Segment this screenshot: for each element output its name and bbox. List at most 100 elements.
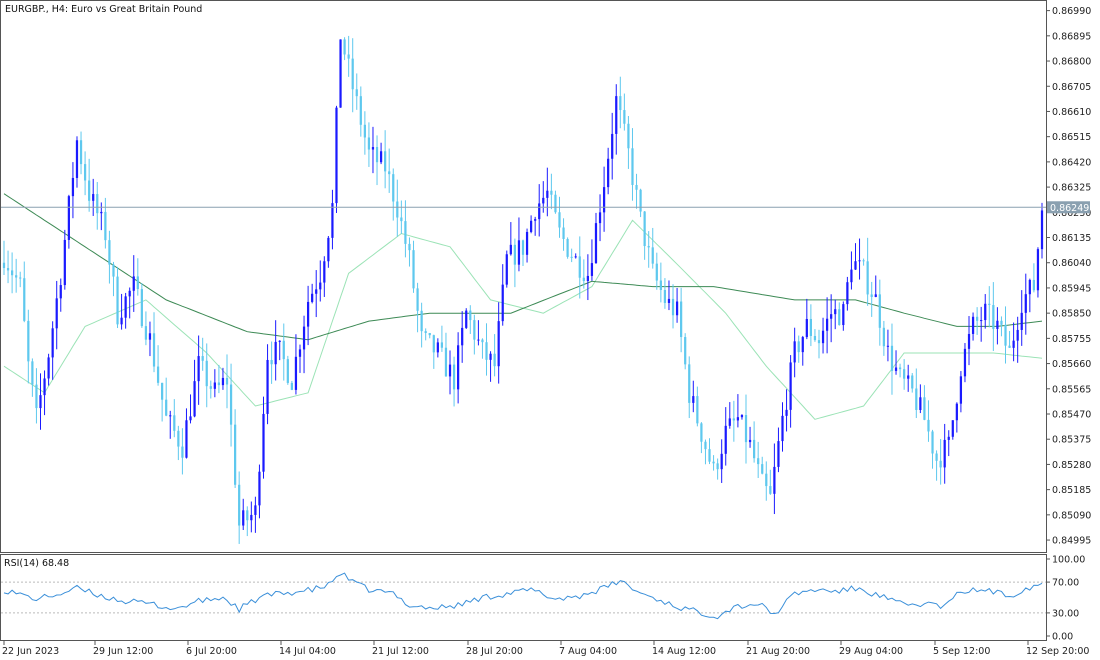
candle-body	[1004, 324, 1007, 346]
candle-body	[367, 137, 371, 150]
candle-body	[781, 415, 784, 442]
candle-body	[675, 301, 679, 316]
candle-body	[935, 453, 938, 461]
candle-body	[838, 309, 841, 326]
candle-body	[347, 54, 350, 59]
candle-body	[992, 305, 995, 329]
price-axis-label: 0.86895	[1052, 31, 1091, 42]
candle-body	[327, 237, 330, 262]
price-axis-label: 0.85565	[1052, 384, 1091, 395]
candle-body	[744, 415, 748, 443]
candle-body	[546, 190, 549, 198]
candle-body	[177, 430, 180, 447]
candle-body	[866, 261, 869, 295]
candle-body	[967, 333, 971, 349]
candle-body	[10, 270, 14, 276]
candle-body	[631, 148, 634, 185]
candle-body	[521, 240, 525, 255]
rsi-axis: 100.00 70.00 30.00 0.00	[1046, 555, 1085, 643]
candle-body	[83, 164, 87, 181]
price-axis-label: 0.85755	[1052, 334, 1091, 345]
candle-body	[736, 417, 740, 421]
candle-body	[598, 212, 602, 224]
candle-body	[817, 340, 821, 344]
price-panel[interactable]: EURGBP., H4: Euro vs Great Britain Pound	[0, 0, 1047, 553]
candle-body	[47, 357, 50, 379]
candle-body	[708, 449, 711, 462]
candle-body	[716, 463, 719, 470]
price-axis-label: 0.85945	[1052, 283, 1091, 294]
moving-averages	[3, 193, 1043, 420]
candle-body	[513, 244, 517, 265]
time-axis-label: 6 Jul 20:00	[186, 646, 237, 657]
candle-body	[931, 431, 934, 454]
candle-body	[92, 194, 95, 201]
candle-body	[197, 356, 200, 382]
candle-body	[858, 260, 861, 262]
candle-body	[903, 369, 906, 379]
candle-body	[915, 388, 918, 410]
chart-title: EURGBP., H4: Euro vs Great Britain Pound	[5, 4, 202, 15]
candle-body	[1020, 312, 1023, 330]
candle-body	[809, 318, 812, 336]
candle-body	[655, 263, 658, 281]
candle-body	[728, 418, 731, 426]
candle-body	[343, 39, 346, 55]
candle-body	[359, 96, 362, 125]
candle-body	[457, 345, 460, 390]
candle-body	[156, 366, 160, 383]
candle-body	[789, 362, 792, 410]
candle-body	[298, 349, 302, 357]
candle-body	[639, 189, 642, 212]
candle-body	[602, 187, 606, 213]
candle-body	[663, 290, 667, 303]
rsi-axis-label: 100.00	[1052, 555, 1085, 566]
candle-body	[152, 333, 156, 367]
rsi-panel[interactable]: RSI(14) 68.48	[0, 554, 1047, 641]
candle-body	[59, 285, 62, 299]
candle-body	[169, 415, 172, 417]
time-axis-label: 21 Aug 20:00	[746, 646, 810, 657]
candle-body	[976, 316, 979, 321]
candle-body	[2, 262, 6, 269]
candle-body	[777, 441, 780, 467]
candle-body	[862, 260, 865, 262]
candle-body	[1028, 279, 1031, 295]
candle-body	[189, 416, 192, 421]
candle-body	[448, 364, 452, 377]
candle-body	[335, 107, 338, 204]
candle-body	[412, 250, 415, 289]
candle-body	[201, 356, 204, 361]
candle-body	[140, 289, 143, 327]
candle-body	[607, 158, 610, 188]
candle-body	[71, 177, 75, 197]
candle-body	[566, 238, 569, 257]
candle-body	[469, 310, 472, 321]
candle-body	[420, 310, 423, 332]
candle-body	[846, 282, 849, 305]
candle-body	[440, 342, 444, 348]
candle-body	[132, 276, 135, 291]
candle-body	[67, 196, 70, 240]
candle-body	[570, 256, 573, 258]
time-axis-label: 12 Sep 20:00	[1026, 646, 1089, 657]
price-axis-label: 0.86040	[1052, 258, 1091, 269]
price-axis-label: 0.84995	[1052, 536, 1091, 547]
candle-body	[1008, 345, 1011, 348]
candle-body	[554, 194, 557, 213]
candle-body	[748, 439, 752, 443]
candle-body	[712, 461, 715, 464]
rsi-axis-label: 30.00	[1052, 608, 1079, 619]
candle-body	[635, 184, 638, 190]
candle-body	[813, 335, 817, 341]
candle-body	[238, 484, 241, 526]
candle-body	[692, 396, 695, 403]
price-axis-label: 0.85850	[1052, 309, 1091, 320]
candle-body	[773, 466, 776, 494]
candle-body	[643, 211, 646, 247]
candle-body	[302, 326, 306, 350]
candle-body	[363, 124, 366, 138]
candle-body	[525, 231, 529, 255]
